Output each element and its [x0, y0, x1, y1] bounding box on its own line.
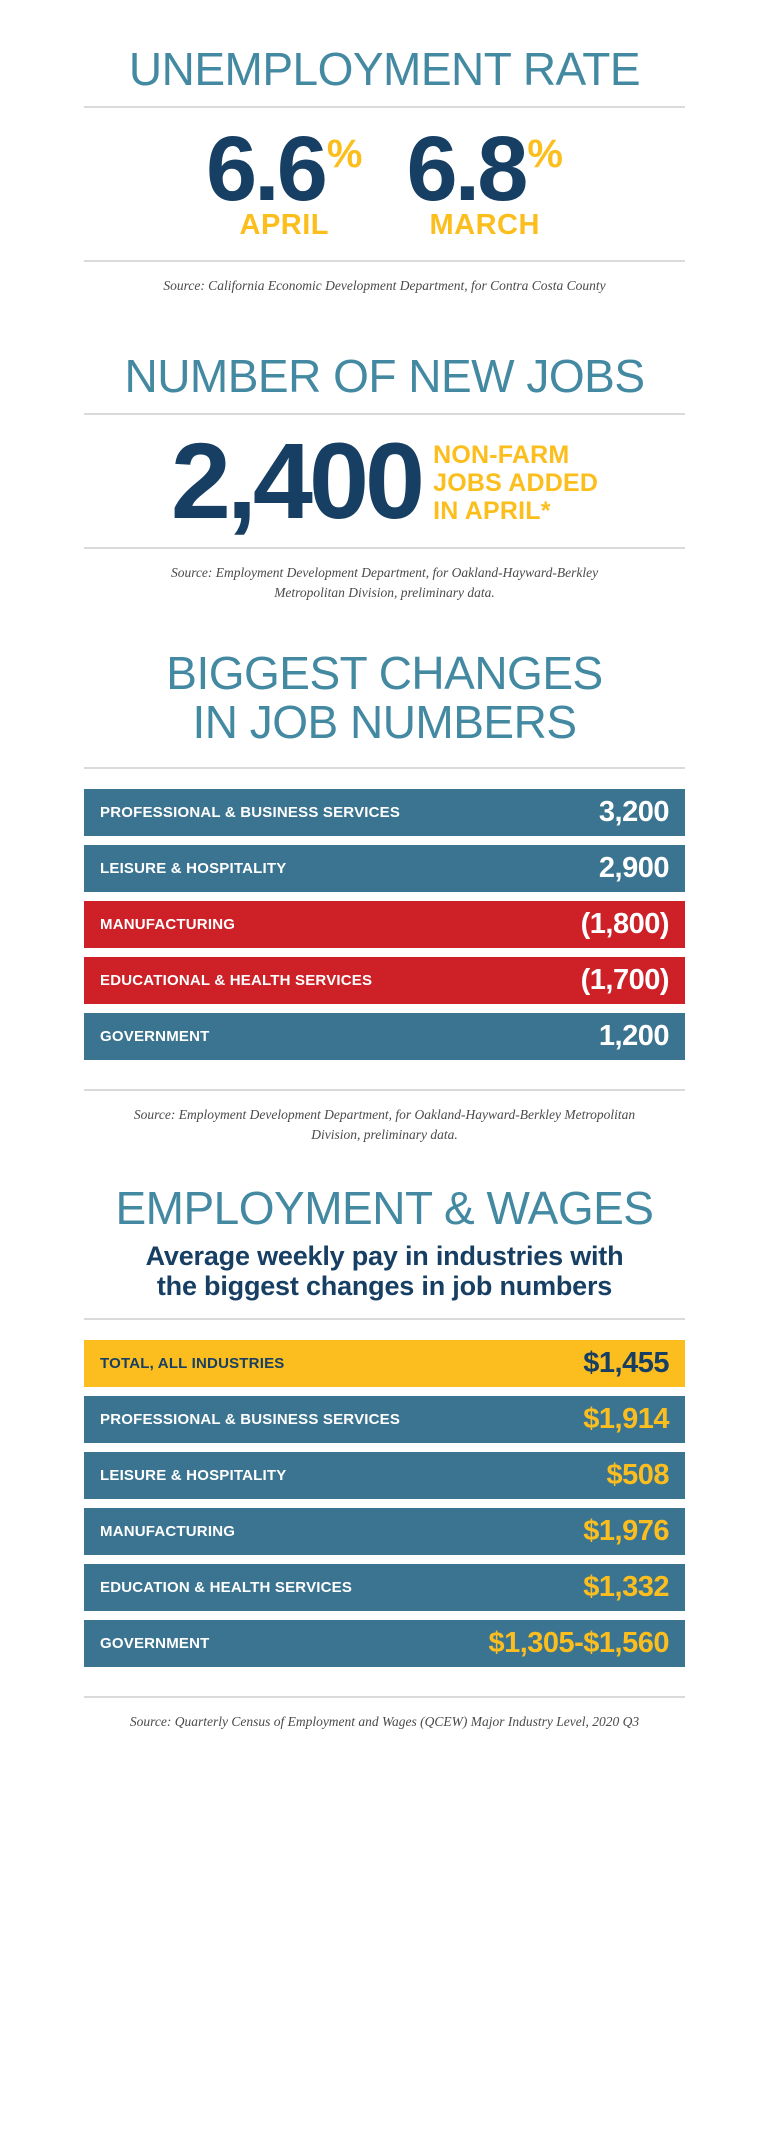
- biggest-changes-title-line2: IN JOB NUMBERS: [192, 695, 577, 748]
- divider-rule: [84, 260, 685, 263]
- bar-label: EDUCATIONAL & HEALTH SERVICES: [100, 971, 373, 989]
- biggest-changes-bar-list: PROFESSIONAL & BUSINESS SERVICES 3,200 L…: [84, 788, 685, 1060]
- percent-sign-march: %: [527, 132, 563, 176]
- unemployment-source: Source: California Economic Development …: [163, 278, 606, 294]
- new-jobs-source-line1: Source: Employment Development Departmen…: [170, 564, 599, 580]
- new-jobs-value: 2,400: [170, 419, 425, 541]
- wage-row-government[interactable]: GOVERNMENT $1,305-$1,560: [84, 1619, 685, 1667]
- unemployment-number-april: 6.6: [206, 118, 328, 220]
- percent-sign-april: %: [326, 132, 363, 176]
- bar-value: $1,976: [583, 1514, 669, 1547]
- divider-rule: [84, 766, 685, 769]
- biggest-changes-title: BIGGEST CHANGES IN JOB NUMBERS: [0, 649, 769, 747]
- bar-row-professional-business-services[interactable]: PROFESSIONAL & BUSINESS SERVICES 3,200: [84, 788, 685, 836]
- divider-rule: [84, 1695, 685, 1698]
- bar-row-educational-health-services[interactable]: EDUCATIONAL & HEALTH SERVICES (1,700): [84, 956, 685, 1004]
- bar-label: LEISURE & HOSPITALITY: [100, 859, 287, 877]
- bar-row-manufacturing[interactable]: MANUFACTURING (1,800): [84, 900, 685, 948]
- employment-wages-bar-list: TOTAL, ALL INDUSTRIES $1,455 PROFESSIONA…: [84, 1339, 685, 1667]
- wage-row-manufacturing[interactable]: MANUFACTURING $1,976: [84, 1507, 685, 1555]
- bar-label: MANUFACTURING: [100, 1522, 236, 1540]
- new-jobs-title: NUMBER OF NEW JOBS: [124, 349, 645, 402]
- unemployment-stats-row: 6.6% APRIL 6.8% MARCH: [0, 108, 769, 242]
- bar-label: TOTAL, ALL INDUSTRIES: [100, 1354, 285, 1372]
- unemployment-number-march: 6.8: [406, 118, 529, 220]
- new-jobs-caption-line3: IN APRIL*: [433, 496, 551, 525]
- new-jobs-source: Source: Employment Development Departmen…: [84, 563, 685, 604]
- employment-wages-title: EMPLOYMENT & WAGES: [115, 1182, 655, 1235]
- section-new-jobs: NUMBER OF NEW JOBS 2,400 NON-FARM JOBS A…: [0, 297, 769, 604]
- divider-rule: [84, 1317, 685, 1320]
- wage-row-professional-business-services[interactable]: PROFESSIONAL & BUSINESS SERVICES $1,914: [84, 1395, 685, 1443]
- new-jobs-source-line2: Metropolitan Division, preliminary data.: [274, 584, 495, 600]
- bar-label: LEISURE & HOSPITALITY: [100, 1466, 287, 1484]
- new-jobs-caption-line1: NON-FARM: [433, 440, 570, 469]
- bar-label: PROFESSIONAL & BUSINESS SERVICES: [100, 803, 401, 821]
- bar-row-government[interactable]: GOVERNMENT 1,200: [84, 1012, 685, 1060]
- wage-row-education-health-services[interactable]: EDUCATION & HEALTH SERVICES $1,332: [84, 1563, 685, 1611]
- divider-rule: [84, 546, 685, 549]
- bar-value: $1,455: [583, 1346, 669, 1379]
- new-jobs-figure-row: 2,400 NON-FARM JOBS ADDED IN APRIL*: [0, 415, 769, 539]
- biggest-changes-title-line1: BIGGEST CHANGES: [166, 647, 603, 700]
- unemployment-month-april: APRIL: [239, 209, 329, 242]
- biggest-changes-source-line1: Source: Employment Development Departmen…: [133, 1106, 636, 1122]
- bar-label: PROFESSIONAL & BUSINESS SERVICES: [100, 1410, 401, 1428]
- new-jobs-caption-line2: JOBS ADDED: [433, 468, 599, 497]
- bar-value: 2,900: [598, 851, 670, 884]
- bar-value: 1,200: [598, 1019, 670, 1052]
- employment-wages-source: Source: Quarterly Census of Employment a…: [129, 1713, 640, 1729]
- bar-value: $508: [606, 1458, 669, 1491]
- employment-wages-subtitle-line2: the biggest changes in job numbers: [156, 1271, 613, 1302]
- bar-label: EDUCATION & HEALTH SERVICES: [100, 1578, 353, 1596]
- section-employment-wages: EMPLOYMENT & WAGES Average weekly pay in…: [0, 1145, 769, 1764]
- new-jobs-caption: NON-FARM JOBS ADDED IN APRIL*: [433, 441, 598, 525]
- unemployment-value-april: 6.6%: [206, 118, 363, 220]
- employment-wages-subtitle-line1: Average weekly pay in industries with: [145, 1241, 624, 1272]
- section-unemployment-rate: UNEMPLOYMENT RATE 6.6% APRIL 6.8% MARCH …: [0, 0, 769, 297]
- unemployment-value-march: 6.8%: [406, 118, 563, 220]
- wage-row-leisure-hospitality[interactable]: LEISURE & HOSPITALITY $508: [84, 1451, 685, 1499]
- bar-value: $1,305-$1,560: [488, 1626, 669, 1659]
- divider-rule: [84, 106, 685, 108]
- divider-rule: [84, 412, 685, 415]
- bar-label: GOVERNMENT: [100, 1634, 210, 1652]
- employment-wages-subtitle: Average weekly pay in industries with th…: [0, 1241, 769, 1301]
- unemployment-stat-march: 6.8% MARCH: [406, 118, 563, 242]
- bar-value: 3,200: [598, 795, 670, 828]
- biggest-changes-source: Source: Employment Development Departmen…: [84, 1105, 685, 1146]
- unemployment-stat-april: 6.6% APRIL: [206, 118, 363, 242]
- bar-value: $1,914: [583, 1402, 669, 1435]
- divider-rule: [84, 1088, 685, 1091]
- biggest-changes-source-line2: Division, preliminary data.: [311, 1126, 458, 1142]
- wage-row-total-all-industries[interactable]: TOTAL, ALL INDUSTRIES $1,455: [84, 1339, 685, 1387]
- unemployment-rate-title: UNEMPLOYMENT RATE: [128, 43, 641, 95]
- bar-value: (1,700): [580, 963, 670, 996]
- unemployment-month-march: MARCH: [429, 209, 540, 242]
- bar-value: (1,800): [580, 907, 670, 940]
- bar-label: GOVERNMENT: [100, 1027, 210, 1045]
- bar-row-leisure-hospitality[interactable]: LEISURE & HOSPITALITY 2,900: [84, 844, 685, 892]
- bar-label: MANUFACTURING: [100, 915, 236, 933]
- section-biggest-changes: BIGGEST CHANGES IN JOB NUMBERS PROFESSIO…: [0, 603, 769, 1145]
- bar-value: $1,332: [583, 1570, 669, 1603]
